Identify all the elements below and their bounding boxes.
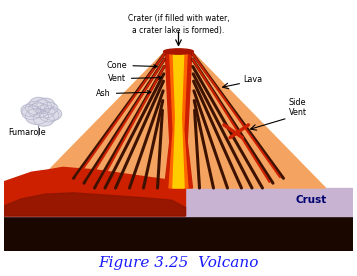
Text: Ash: Ash [96, 89, 151, 98]
Text: Fumarole: Fumarole [8, 128, 45, 137]
Polygon shape [31, 52, 326, 188]
Circle shape [28, 103, 49, 118]
Ellipse shape [164, 49, 193, 54]
Circle shape [36, 105, 55, 118]
Polygon shape [165, 52, 192, 188]
Circle shape [22, 106, 41, 120]
Circle shape [25, 108, 48, 124]
Circle shape [33, 112, 54, 126]
Text: Vent: Vent [108, 74, 161, 83]
Polygon shape [169, 52, 188, 188]
Circle shape [26, 101, 45, 115]
Circle shape [32, 100, 52, 113]
Polygon shape [4, 167, 186, 216]
Bar [4, 188, 353, 216]
Circle shape [21, 104, 39, 116]
Circle shape [37, 98, 54, 110]
Text: Cone: Cone [107, 61, 157, 70]
Circle shape [44, 108, 62, 120]
Bar [4, 216, 353, 251]
Text: Lava: Lava [243, 75, 262, 84]
Polygon shape [4, 193, 186, 216]
Polygon shape [173, 52, 184, 188]
Text: Crust: Crust [296, 195, 327, 205]
Text: Side
Vent: Side Vent [289, 98, 307, 117]
Circle shape [39, 108, 59, 122]
Circle shape [40, 102, 58, 115]
Text: Crater (if filled with water,
a crater lake is formed).: Crater (if filled with water, a crater l… [128, 14, 229, 35]
Text: Figure 3.25  Volcano: Figure 3.25 Volcano [98, 256, 259, 270]
Circle shape [30, 97, 47, 110]
